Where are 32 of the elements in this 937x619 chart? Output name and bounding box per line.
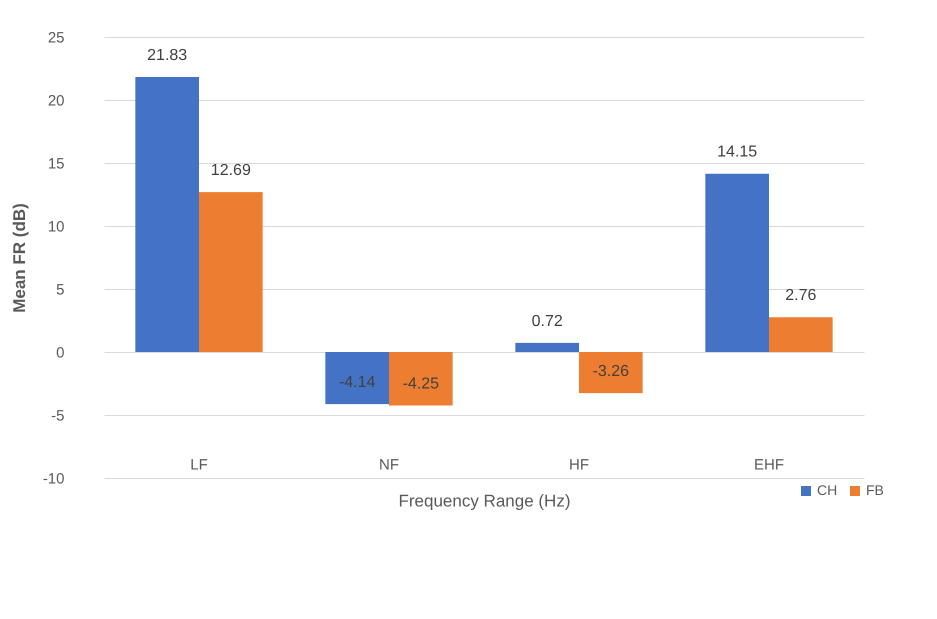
x-tick-label: LF (190, 456, 208, 474)
data-label: 2.76 (785, 287, 816, 304)
data-label: 21.83 (147, 46, 188, 64)
x-tick-label: HF (569, 456, 589, 474)
x-tick-label: EHF (754, 456, 784, 474)
y-tick-label: -5 (51, 408, 64, 424)
legend-label: FB (866, 482, 884, 498)
data-label: 12.69 (210, 162, 251, 180)
bar (135, 76, 199, 352)
legend-label: CH (817, 482, 838, 498)
y-tick-label: -10 (42, 470, 64, 488)
y-tick-label: 20 (48, 92, 64, 110)
y-tick-label: 5 (56, 282, 64, 298)
y-axis-title: Mean FR (dB) (10, 203, 29, 313)
bar (325, 352, 389, 404)
x-axis-title: Frequency Range (Hz) (398, 492, 570, 510)
bar (579, 352, 643, 394)
y-tick-label: 25 (48, 30, 64, 46)
bar (769, 317, 833, 352)
data-label: -4.25 (402, 376, 440, 393)
data-label: 14.15 (717, 144, 758, 161)
y-tick-label: 15 (48, 156, 64, 172)
bar (705, 174, 769, 352)
y-tick-label: 10 (48, 218, 64, 236)
bar (199, 192, 263, 352)
data-label: -3.26 (592, 363, 630, 380)
bar (389, 352, 453, 406)
bar (515, 342, 579, 352)
x-tick-label: NF (379, 456, 399, 474)
data-label: -4.14 (338, 374, 376, 392)
data-label: 0.72 (532, 312, 563, 330)
y-tick-label: 0 (56, 344, 64, 362)
